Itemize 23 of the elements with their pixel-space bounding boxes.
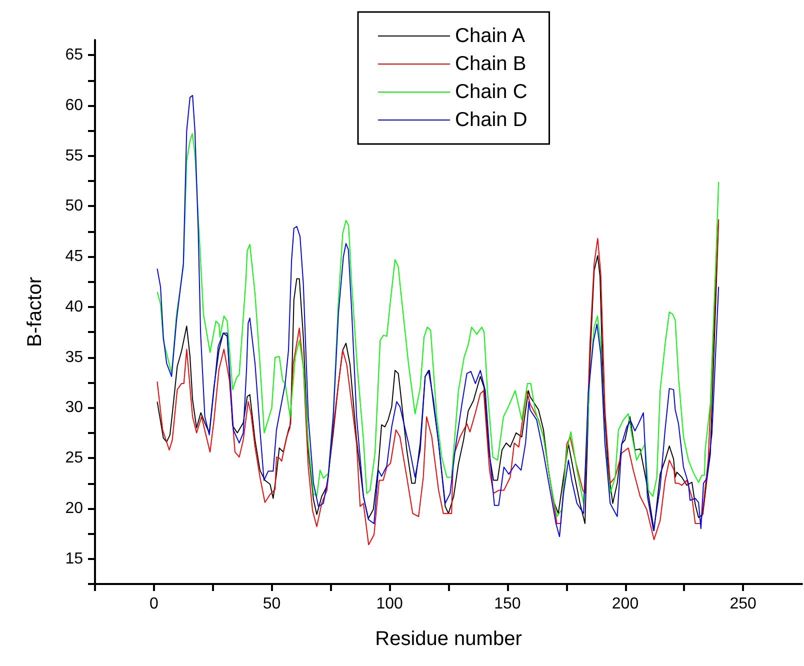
y-tick-label: 50 xyxy=(65,198,84,215)
x-tick-label: 0 xyxy=(149,596,158,612)
y-tick-label: 60 xyxy=(65,96,84,114)
y-axis-title: B-factor xyxy=(24,276,46,348)
y-tick-label: 35 xyxy=(65,348,84,366)
x-tick-label: 50 xyxy=(262,596,281,612)
x-axis-title: Residue number xyxy=(375,628,522,650)
x-tick-label: 100 xyxy=(376,596,404,612)
legend-label: Chain A xyxy=(455,25,526,47)
y-tick-label: 15 xyxy=(65,550,84,568)
y-tick-label: 65 xyxy=(65,46,84,64)
y-tick-label: 40 xyxy=(65,298,84,316)
y-tick-label: 30 xyxy=(65,399,84,416)
y-tick-label: 55 xyxy=(65,147,84,164)
x-tick-label: 150 xyxy=(494,596,521,612)
y-tick-label: 45 xyxy=(65,248,84,266)
legend-label: Chain B xyxy=(455,53,526,75)
x-tick-label: 200 xyxy=(612,596,639,612)
legend-label: Chain D xyxy=(455,109,528,131)
x-tick-label: 250 xyxy=(730,596,757,612)
y-tick-label: 25 xyxy=(65,450,84,467)
y-tick-label: 20 xyxy=(65,500,84,517)
legend-label: Chain C xyxy=(455,81,528,103)
